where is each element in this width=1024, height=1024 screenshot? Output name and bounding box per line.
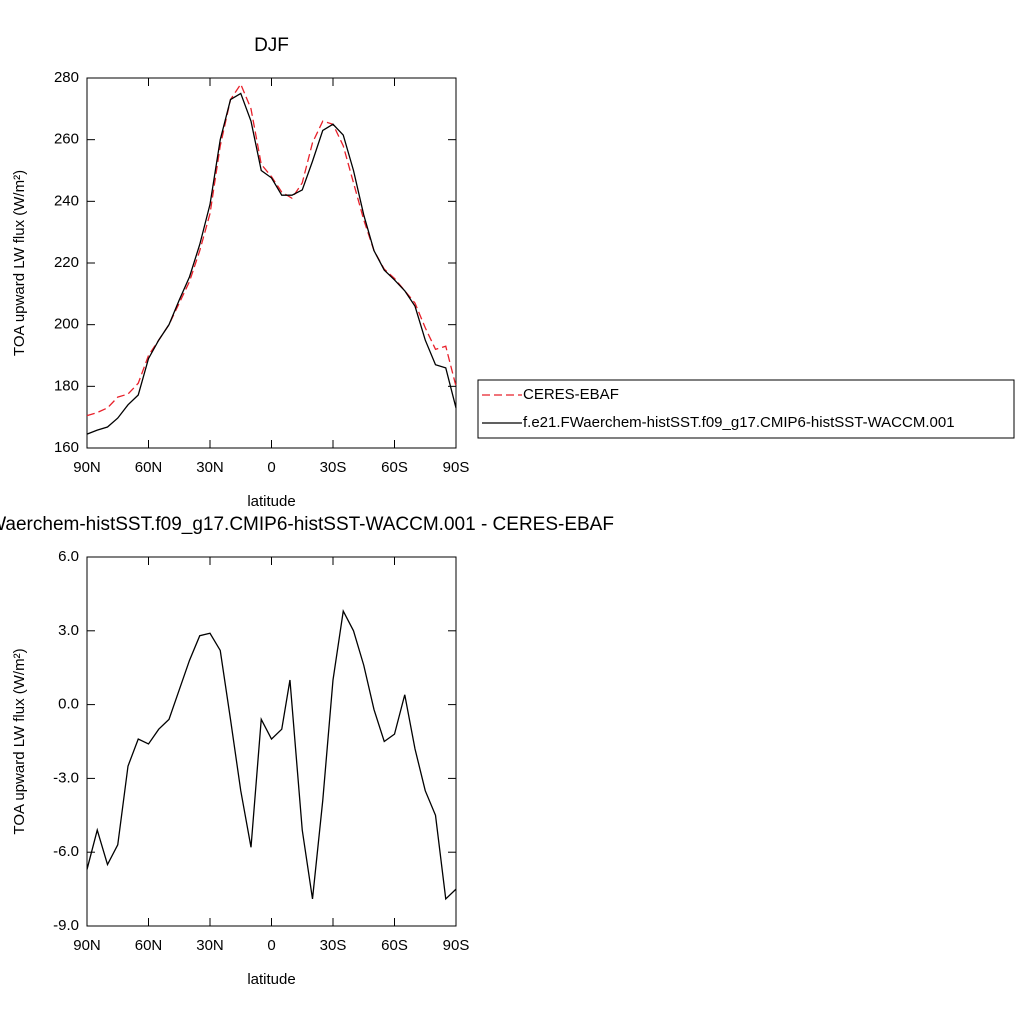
y-axis-label: TOA upward LW flux (W/m²)	[11, 648, 28, 834]
y-tick-label: -3.0	[53, 769, 79, 786]
x-tick-label: 0	[267, 937, 275, 954]
y-tick-label: 160	[54, 439, 79, 456]
y-tick-label: 0.0	[58, 696, 79, 713]
x-tick-label: 60S	[381, 459, 408, 476]
y-tick-label: 6.0	[58, 548, 79, 565]
x-tick-label: 60N	[135, 459, 163, 476]
x-tick-label: 90S	[443, 937, 470, 954]
y-tick-label: 260	[54, 131, 79, 148]
data-line	[86, 82, 457, 417]
chart-title: DJF	[254, 35, 289, 56]
x-tick-label: 90S	[443, 459, 470, 476]
x-tick-label: 60S	[381, 937, 408, 954]
data-line	[86, 92, 457, 435]
x-tick-label: 30S	[320, 937, 347, 954]
x-tick-label: 0	[267, 459, 275, 476]
x-tick-label: 30N	[196, 459, 224, 476]
x-axis-label: latitude	[247, 493, 295, 510]
chart-title: f.e21.FWaerchem-histSST.f09_g17.CMIP6-hi…	[0, 514, 614, 535]
y-tick-label: 240	[54, 192, 79, 209]
x-tick-label: 60N	[135, 937, 163, 954]
plot-frame	[86, 556, 457, 927]
legend-label: f.e21.FWaerchem-histSST.f09_g17.CMIP6-hi…	[523, 414, 955, 431]
x-axis-label: latitude	[247, 971, 295, 988]
y-axis-label: TOA upward LW flux (W/m²)	[11, 170, 28, 356]
x-tick-label: 90N	[73, 937, 101, 954]
legend-box	[477, 379, 1015, 439]
y-tick-label: 200	[54, 316, 79, 333]
plot-frame	[86, 77, 457, 449]
y-tick-label: 180	[54, 377, 79, 394]
legend-label: CERES-EBAF	[523, 386, 619, 403]
y-tick-label: -6.0	[53, 843, 79, 860]
y-tick-label: 280	[54, 69, 79, 86]
y-tick-label: 3.0	[58, 622, 79, 639]
x-tick-label: 90N	[73, 459, 101, 476]
y-tick-label: 220	[54, 254, 79, 271]
x-tick-label: 30S	[320, 459, 347, 476]
data-line	[86, 609, 457, 901]
x-tick-label: 30N	[196, 937, 224, 954]
y-tick-label: -9.0	[53, 917, 79, 934]
